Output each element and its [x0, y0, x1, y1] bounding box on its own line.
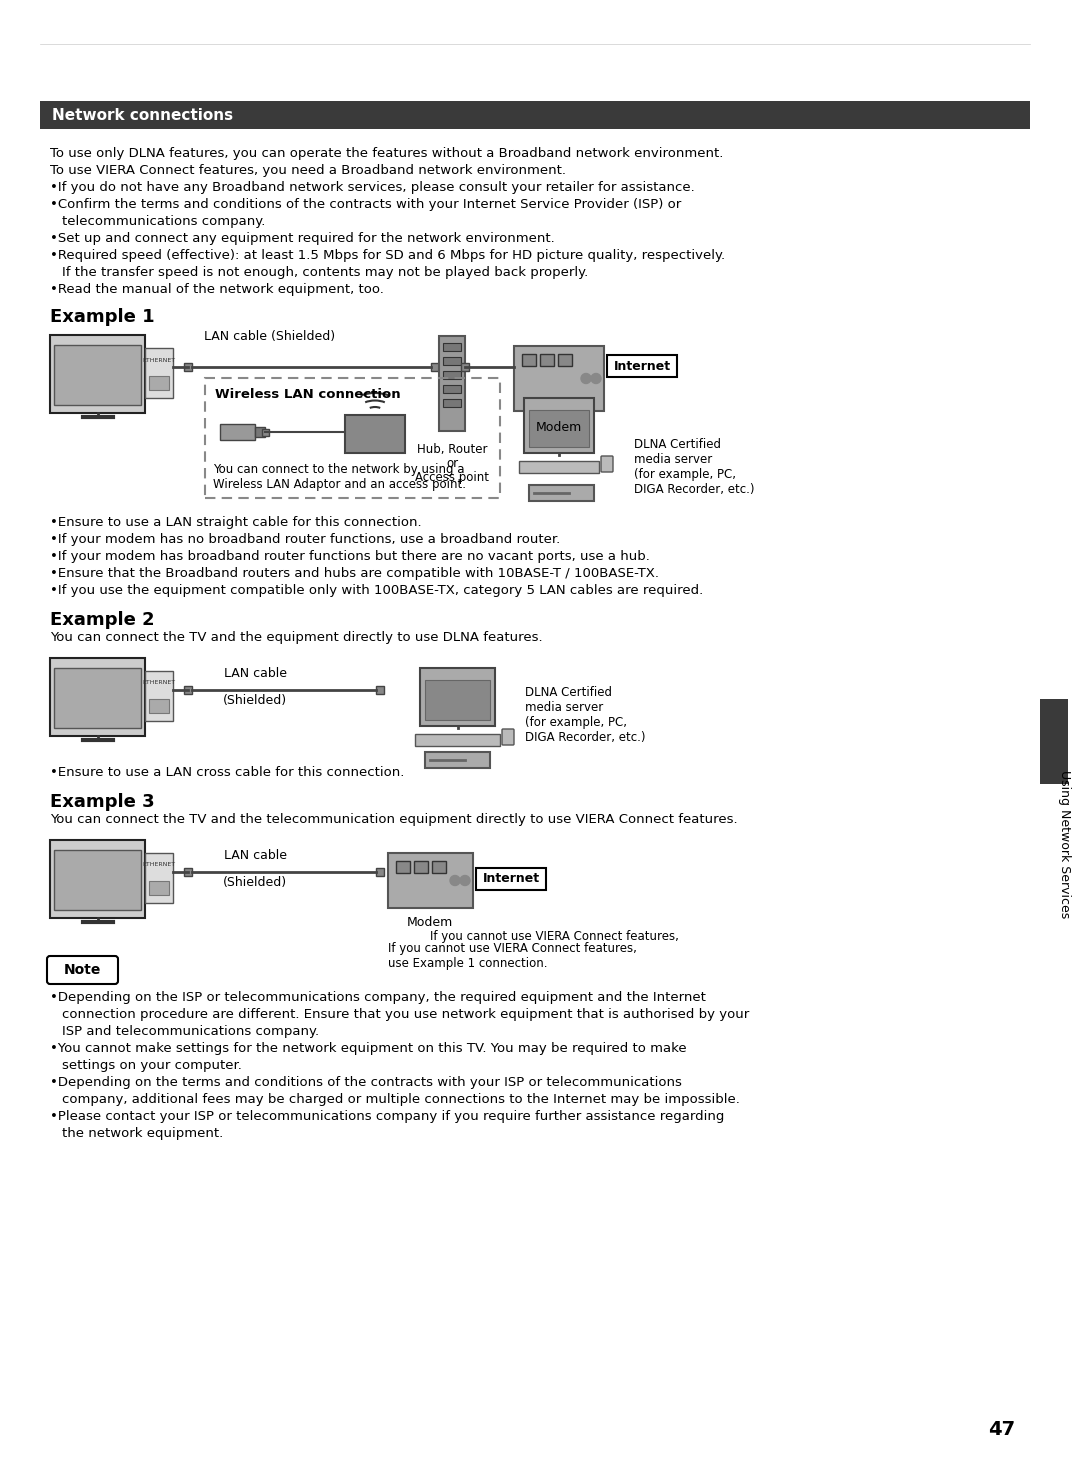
FancyBboxPatch shape	[376, 868, 384, 875]
Text: •Ensure to use a LAN straight cable for this connection.: •Ensure to use a LAN straight cable for …	[50, 515, 421, 529]
Text: •Depending on the terms and conditions of the contracts with your ISP or telecom: •Depending on the terms and conditions o…	[50, 1076, 681, 1089]
FancyBboxPatch shape	[519, 461, 599, 473]
Text: Hub, Router: Hub, Router	[417, 444, 487, 455]
FancyBboxPatch shape	[50, 840, 145, 918]
FancyBboxPatch shape	[432, 861, 446, 873]
Text: •If you use the equipment compatible only with 100BASE-TX, category 5 LAN cables: •If you use the equipment compatible onl…	[50, 584, 703, 597]
Text: •Confirm the terms and conditions of the contracts with your Internet Service Pr: •Confirm the terms and conditions of the…	[50, 198, 681, 211]
FancyBboxPatch shape	[514, 346, 604, 411]
Text: •Read the manual of the network equipment, too.: •Read the manual of the network equipmen…	[50, 283, 383, 296]
Text: You can connect the TV and the equipment directly to use DLNA features.: You can connect the TV and the equipment…	[50, 631, 542, 644]
FancyBboxPatch shape	[426, 679, 490, 720]
FancyBboxPatch shape	[443, 357, 461, 365]
Text: To use only DLNA features, you can operate the features without a Broadband netw: To use only DLNA features, you can opera…	[50, 146, 724, 160]
FancyBboxPatch shape	[54, 668, 141, 728]
FancyBboxPatch shape	[426, 752, 490, 769]
FancyBboxPatch shape	[40, 101, 1030, 129]
FancyBboxPatch shape	[502, 729, 514, 745]
Text: telecommunications company.: telecommunications company.	[62, 215, 266, 228]
Text: ETHERNET: ETHERNET	[143, 862, 176, 868]
Text: 47: 47	[988, 1420, 1015, 1439]
Text: •Ensure that the Broadband routers and hubs are compatible with 10BASE-T / 100BA: •Ensure that the Broadband routers and h…	[50, 567, 659, 580]
Text: Network connections: Network connections	[52, 107, 233, 123]
FancyBboxPatch shape	[443, 400, 461, 407]
FancyBboxPatch shape	[388, 854, 473, 908]
Text: or: or	[446, 457, 458, 470]
FancyBboxPatch shape	[476, 868, 546, 890]
Text: LAN cable (Shielded): LAN cable (Shielded)	[204, 329, 336, 343]
Text: LAN cable: LAN cable	[224, 849, 286, 862]
FancyBboxPatch shape	[184, 363, 192, 370]
Text: To use VIERA Connect features, you need a Broadband network environment.: To use VIERA Connect features, you need …	[50, 164, 566, 177]
FancyBboxPatch shape	[54, 851, 141, 911]
FancyBboxPatch shape	[376, 687, 384, 694]
FancyBboxPatch shape	[50, 657, 145, 736]
FancyBboxPatch shape	[607, 354, 677, 378]
FancyBboxPatch shape	[145, 671, 173, 720]
FancyBboxPatch shape	[48, 956, 118, 984]
FancyBboxPatch shape	[220, 425, 255, 441]
Text: Access point: Access point	[415, 471, 489, 485]
FancyBboxPatch shape	[443, 385, 461, 392]
Text: Modem: Modem	[536, 422, 582, 433]
Text: •Set up and connect any equipment required for the network environment.: •Set up and connect any equipment requir…	[50, 231, 555, 244]
FancyBboxPatch shape	[522, 354, 536, 366]
Text: (Shielded): (Shielded)	[222, 875, 287, 889]
Text: Using Network Services: Using Network Services	[1058, 770, 1071, 918]
Text: DLNA Certified: DLNA Certified	[634, 438, 721, 451]
FancyBboxPatch shape	[184, 687, 192, 694]
Text: Example 1: Example 1	[50, 307, 154, 326]
Text: media server: media server	[634, 452, 712, 466]
FancyBboxPatch shape	[149, 376, 168, 389]
Text: LAN cable: LAN cable	[224, 668, 286, 679]
Text: If you cannot use VIERA Connect features,: If you cannot use VIERA Connect features…	[430, 930, 679, 943]
FancyBboxPatch shape	[255, 427, 265, 436]
Text: •Ensure to use a LAN cross cable for this connection.: •Ensure to use a LAN cross cable for thi…	[50, 766, 404, 779]
Text: connection procedure are different. Ensure that you use network equipment that i: connection procedure are different. Ensu…	[62, 1009, 750, 1020]
Text: •Depending on the ISP or telecommunications company, the required equipment and : •Depending on the ISP or telecommunicati…	[50, 991, 706, 1004]
Text: Example 2: Example 2	[50, 610, 154, 630]
FancyBboxPatch shape	[415, 733, 500, 747]
FancyBboxPatch shape	[558, 354, 572, 366]
Text: media server: media server	[525, 701, 604, 714]
FancyBboxPatch shape	[524, 398, 594, 452]
FancyBboxPatch shape	[443, 343, 461, 351]
FancyBboxPatch shape	[461, 363, 469, 370]
Text: DLNA Certified: DLNA Certified	[525, 687, 612, 698]
FancyBboxPatch shape	[145, 854, 173, 903]
Circle shape	[581, 373, 591, 384]
Text: company, additional fees may be charged or multiple connections to the Internet : company, additional fees may be charged …	[62, 1094, 740, 1105]
FancyBboxPatch shape	[345, 414, 405, 452]
FancyBboxPatch shape	[145, 348, 173, 398]
Text: ISP and telecommunications company.: ISP and telecommunications company.	[62, 1025, 319, 1038]
Circle shape	[450, 875, 460, 886]
FancyBboxPatch shape	[420, 668, 495, 726]
Text: settings on your computer.: settings on your computer.	[62, 1058, 242, 1072]
FancyBboxPatch shape	[149, 881, 168, 895]
Text: the network equipment.: the network equipment.	[62, 1127, 224, 1140]
Text: (for example, PC,: (for example, PC,	[525, 716, 627, 729]
Text: Wireless LAN connection: Wireless LAN connection	[215, 388, 401, 401]
Text: •If your modem has no broadband router functions, use a broadband router.: •If your modem has no broadband router f…	[50, 533, 561, 546]
Text: Internet: Internet	[483, 873, 540, 886]
Text: Example 3: Example 3	[50, 793, 154, 811]
Text: (Shielded): (Shielded)	[222, 694, 287, 707]
FancyBboxPatch shape	[414, 861, 428, 873]
Text: Note: Note	[64, 963, 100, 976]
Circle shape	[591, 373, 600, 384]
Text: •If you do not have any Broadband network services, please consult your retailer: •If you do not have any Broadband networ…	[50, 182, 694, 195]
FancyBboxPatch shape	[54, 346, 141, 406]
FancyBboxPatch shape	[540, 354, 554, 366]
Text: You can connect the TV and the telecommunication equipment directly to use VIERA: You can connect the TV and the telecommu…	[50, 813, 738, 826]
FancyBboxPatch shape	[50, 335, 145, 413]
FancyBboxPatch shape	[396, 861, 410, 873]
FancyBboxPatch shape	[529, 485, 594, 501]
FancyBboxPatch shape	[431, 363, 438, 370]
Text: DIGA Recorder, etc.): DIGA Recorder, etc.)	[525, 731, 646, 744]
FancyBboxPatch shape	[438, 337, 465, 430]
Text: If you cannot use VIERA Connect features,: If you cannot use VIERA Connect features…	[388, 941, 637, 955]
Text: Modem: Modem	[407, 916, 454, 930]
Circle shape	[460, 875, 470, 886]
Text: •Required speed (effective): at least 1.5 Mbps for SD and 6 Mbps for HD picture : •Required speed (effective): at least 1.…	[50, 249, 725, 262]
